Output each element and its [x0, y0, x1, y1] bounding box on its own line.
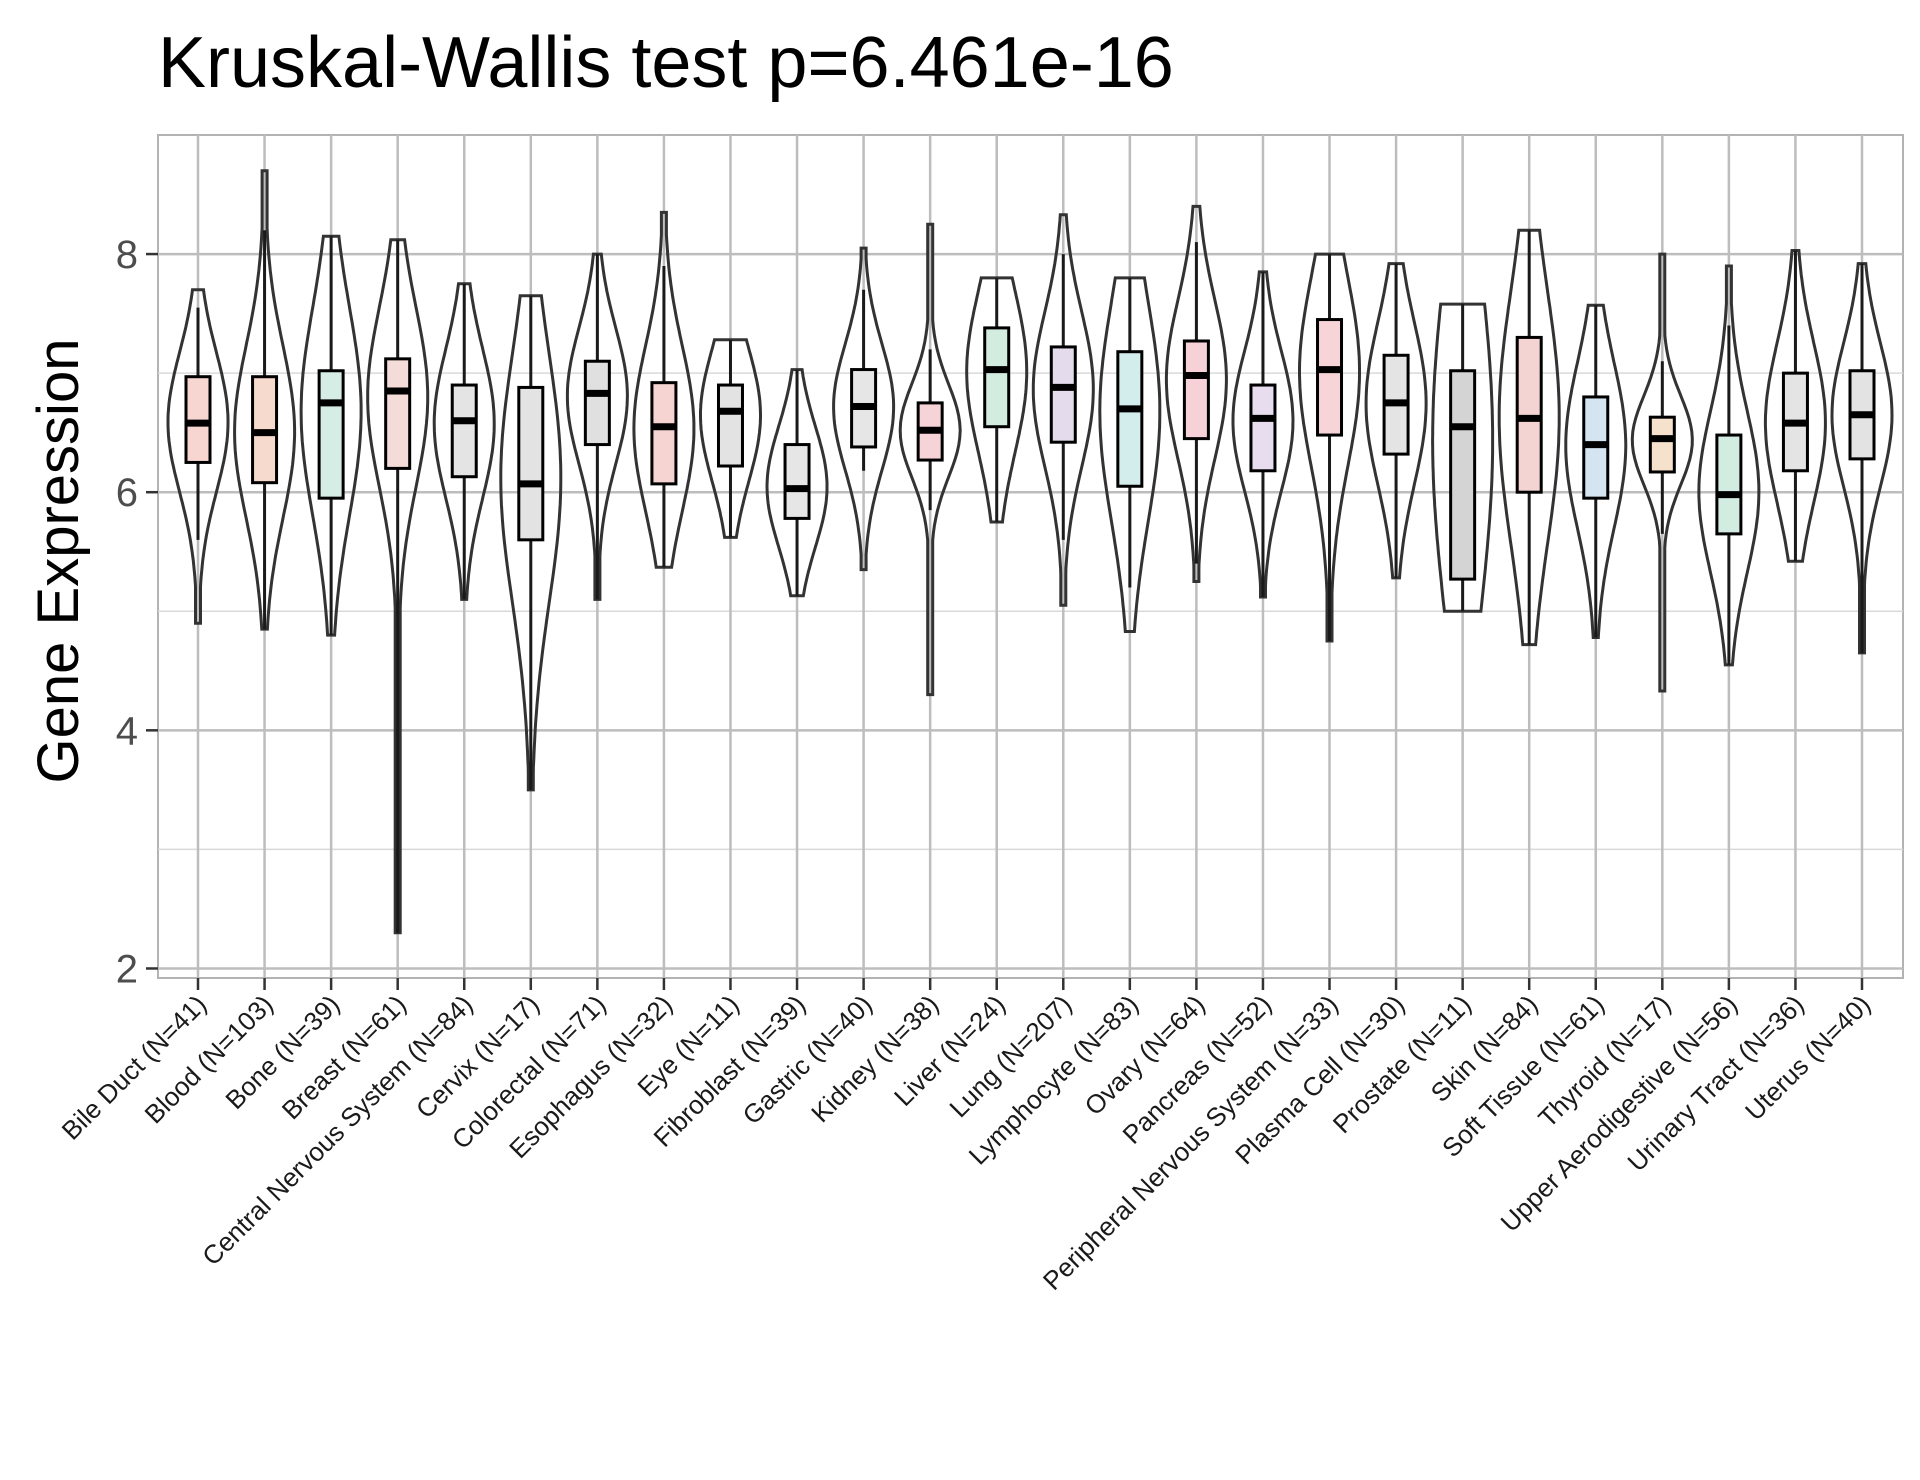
violin-group [699, 338, 762, 539]
violin-outline [565, 252, 629, 601]
iqr-box [384, 357, 412, 470]
plot-panel [157, 134, 1904, 979]
violin-outline [499, 294, 563, 792]
iqr-box [1449, 369, 1477, 581]
iqr-box [783, 443, 811, 520]
violin-outline [699, 338, 762, 539]
violin-outline [765, 368, 829, 598]
violin-outline [1164, 204, 1228, 583]
violin-outline [1630, 252, 1694, 693]
violin-group [765, 368, 829, 598]
iqr-box [450, 383, 478, 479]
violin-group [632, 210, 696, 569]
violin-outline [1364, 262, 1428, 580]
violin-outline [1298, 252, 1361, 643]
violin-group [1164, 204, 1228, 583]
iqr-box [1182, 339, 1210, 441]
violin-group [299, 234, 363, 637]
grid-minor [158, 372, 1903, 851]
iqr-box [983, 326, 1011, 429]
y-tick-label: 8 [116, 233, 138, 277]
violin-outline [1697, 264, 1761, 667]
y-tick-label: 6 [116, 471, 138, 515]
violin-group [1431, 302, 1495, 613]
iqr-box [1249, 383, 1277, 473]
violin-group [1564, 303, 1628, 639]
iqr-box [1316, 318, 1344, 437]
iqr-box [1648, 415, 1676, 474]
violin-group [1298, 252, 1361, 643]
iqr-box [716, 383, 744, 468]
iqr-box [184, 375, 212, 464]
violin-group [1630, 252, 1694, 693]
iqr-box [583, 359, 611, 447]
iqr-box [1715, 433, 1743, 536]
violin-outline [1763, 249, 1827, 563]
iqr-box [650, 381, 678, 486]
y-tick-label: 2 [116, 947, 138, 991]
violin-group [366, 238, 430, 935]
violin-group [499, 294, 563, 792]
violin-group [1364, 262, 1428, 580]
violin-outline [299, 234, 363, 637]
violin-group [898, 222, 962, 697]
iqr-box [1049, 345, 1077, 444]
violin-outline [1031, 213, 1095, 607]
y-axis-label: Gene Expression [26, 339, 91, 784]
violin-group [832, 246, 896, 572]
iqr-box [1515, 335, 1543, 494]
violin-group [166, 288, 230, 625]
violin-group [233, 169, 297, 631]
iqr-box [1116, 350, 1144, 488]
violin-outline [1431, 302, 1495, 613]
violin-outline [1497, 228, 1561, 647]
violin-group [432, 282, 496, 601]
violin-group [1697, 264, 1761, 667]
violin-group [1098, 276, 1162, 633]
y-tick-label: 4 [116, 709, 138, 753]
violin-outline [832, 246, 896, 572]
violin-outline [432, 282, 496, 601]
y-axis: 2 4 6 8 [116, 233, 158, 991]
violin-outline [1564, 303, 1628, 639]
iqr-box [517, 385, 545, 542]
violin-outline [1098, 276, 1162, 633]
violin-group [1497, 228, 1561, 647]
iqr-box [317, 369, 345, 500]
violin-outline [632, 210, 696, 569]
violin-outline [233, 169, 297, 631]
violin-outline [166, 288, 230, 625]
violin-group [1231, 270, 1295, 599]
violin-group [1763, 249, 1827, 563]
chart-title: Kruskal-Wallis test p=6.461e-16 [158, 23, 1174, 103]
violin-group [1830, 262, 1894, 655]
violin-group [565, 252, 629, 601]
violin-group [965, 276, 1029, 524]
violin-outline [366, 238, 430, 935]
violin-group [1031, 213, 1095, 607]
x-axis: Bile Duct (N=41)Blood (N=103)Bone (N=39)… [56, 978, 1876, 1296]
violins [166, 169, 1894, 935]
violin-outline [1830, 262, 1894, 655]
violin-outline [1231, 270, 1295, 599]
violin-outline [898, 222, 962, 697]
violin-outline [965, 276, 1029, 524]
